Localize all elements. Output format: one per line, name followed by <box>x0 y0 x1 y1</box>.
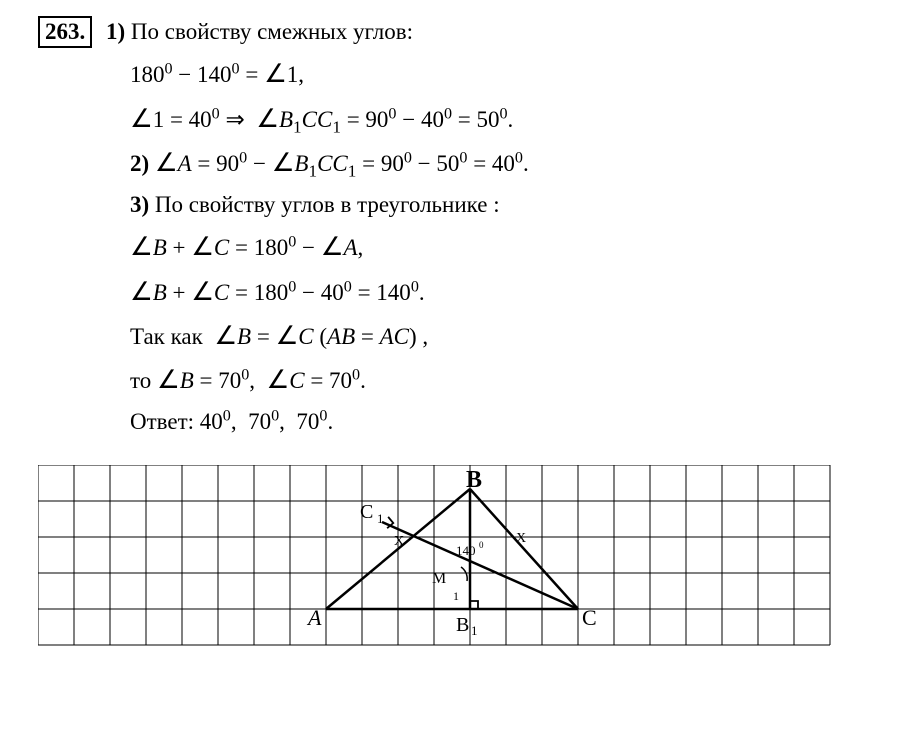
line-7: B + C = 1800 − 400 = 1400. <box>130 270 889 314</box>
line-6: B + C = 1800 − A, <box>130 225 889 269</box>
svg-text:X: X <box>394 534 404 549</box>
solution-body: 1800 − 1400 = 1, 1 = 400 ⇒ B1CC1 = 900 −… <box>20 52 889 442</box>
step-2-number: 2) <box>130 151 149 176</box>
svg-text:0: 0 <box>479 540 484 550</box>
step-3-number: 3) <box>130 192 149 217</box>
line-4: 2) A = 900 − B1CC1 = 900 − 500 = 400. <box>130 141 889 185</box>
svg-text:A: A <box>306 605 322 630</box>
step-1-text: По свойству смежных углов: <box>131 19 413 44</box>
problem-number: 263. <box>38 16 92 48</box>
svg-text:C: C <box>360 501 373 523</box>
problem-header: 263. 1) По свойству смежных углов: <box>20 12 889 52</box>
line-2: 1800 − 1400 = 1, <box>130 52 889 96</box>
svg-text:B: B <box>456 614 469 636</box>
svg-text:140: 140 <box>456 543 476 558</box>
step-1-number: 1) <box>106 19 125 44</box>
svg-text:M: M <box>432 570 446 587</box>
figure-svg: ABCB1C1M11400XX <box>38 465 838 655</box>
svg-text:1: 1 <box>377 511 384 526</box>
line-5: 3) По свойству углов в треугольнике : <box>130 185 889 225</box>
line-10: Ответ: 400, 700, 700. <box>130 402 889 442</box>
line-8: Так как B = C (AB = AC) , <box>130 314 889 358</box>
line-3: 1 = 400 ⇒ B1CC1 = 900 − 400 = 500. <box>130 97 889 141</box>
geometry-figure: ABCB1C1M11400XX <box>38 465 889 668</box>
svg-text:1: 1 <box>453 589 459 603</box>
line-9: то B = 700, C = 700. <box>130 358 889 402</box>
svg-text:X: X <box>516 531 526 546</box>
svg-text:1: 1 <box>471 623 478 638</box>
svg-text:C: C <box>582 605 597 630</box>
svg-text:B: B <box>466 467 482 493</box>
